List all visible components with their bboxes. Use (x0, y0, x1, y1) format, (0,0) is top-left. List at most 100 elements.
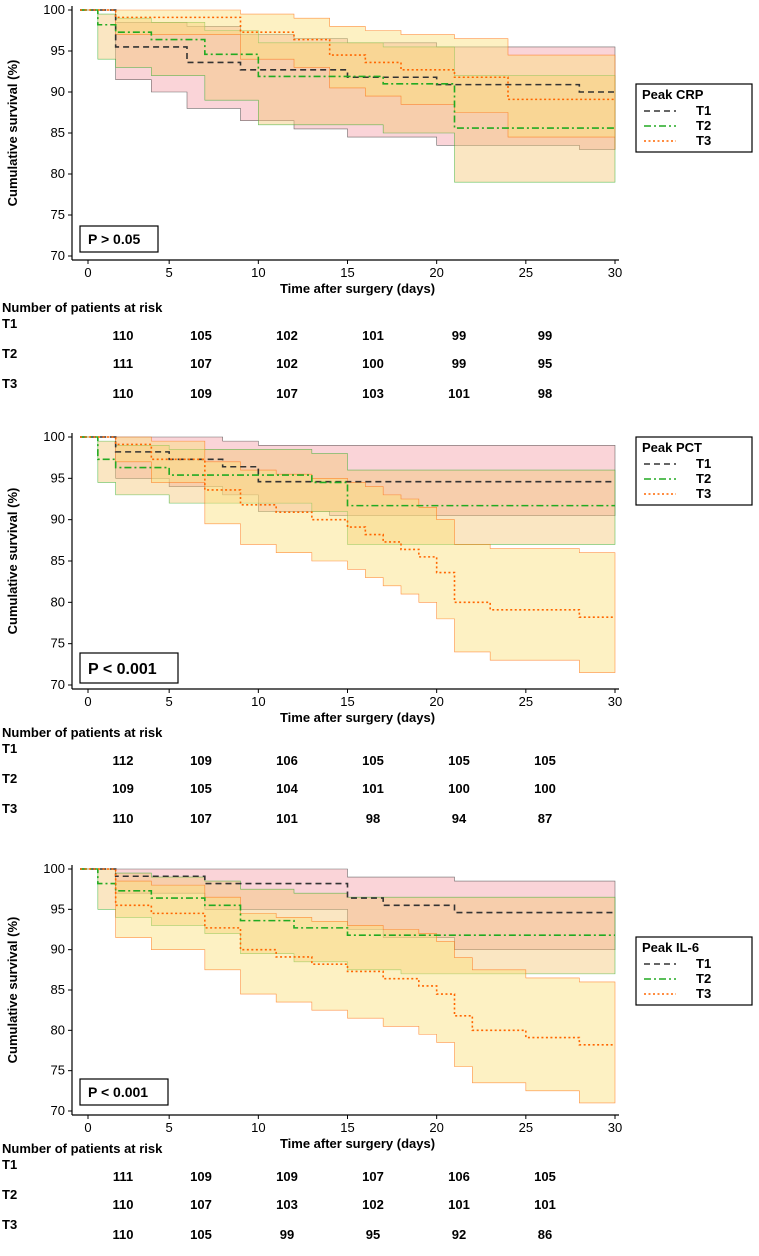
risk-count: 101 (534, 1197, 556, 1212)
x-tick-label: 15 (340, 265, 354, 280)
risk-count: 103 (362, 386, 384, 401)
survival-line-t3 (80, 436, 615, 619)
ci-band-t3 (80, 868, 616, 1104)
risk-group-label: T1 (2, 1157, 18, 1172)
x-tick-label: 0 (84, 694, 91, 709)
legend-box (635, 83, 753, 153)
survival-line-t2 (80, 9, 615, 129)
risk-count: 110 (112, 328, 134, 343)
risk-count: 92 (451, 1227, 467, 1242)
km-chart-pct: 70 75 80 85 90 95 100 0 5 10 15 20 25 30 Time after su… (5, 429, 753, 725)
risk-count: 105 (362, 753, 384, 768)
y-tick-label: 90 (51, 512, 65, 527)
risk-count: 100 (362, 356, 384, 371)
x-tick-label: 30 (608, 694, 622, 709)
ci-band-t1 (80, 9, 616, 150)
x-axis-title: Time after surgery (days) (280, 1136, 435, 1151)
km-chart-crp: 70 75 80 85 90 95 100 0 5 10 15 20 25 30 Time after su… (5, 2, 753, 296)
km-panel-pct: 70 75 80 85 90 95 100 0 5 10 15 20 25 30 Time after su… (0, 425, 759, 840)
y-tick-label: 70 (51, 1103, 65, 1118)
risk-count: 109 (112, 781, 134, 796)
risk-table-header: Number of patients at risk (2, 725, 163, 740)
risk-count: 105 (448, 753, 470, 768)
risk-count: 101 (362, 781, 384, 796)
legend-box (635, 436, 753, 506)
risk-count: 98 (537, 386, 553, 401)
risk-count: 106 (448, 1169, 470, 1184)
survival-line-t1 (80, 868, 615, 914)
km-panel-il6: 70 75 80 85 90 95 100 0 5 10 15 20 25 30 Time after su… (0, 857, 759, 1256)
legend-label-t3: T3 (696, 133, 711, 148)
survival-line-t3 (80, 868, 615, 1046)
risk-count: 95 (365, 1227, 381, 1242)
risk-count: 94 (451, 811, 467, 826)
p-value-text: P < 0.001 (88, 1084, 148, 1100)
risk-count: 105 (190, 1227, 212, 1242)
p-value-box (79, 652, 179, 684)
risk-group-label: T1 (2, 741, 18, 756)
risk-count: 111 (112, 1169, 134, 1184)
legend-label-t2: T2 (696, 118, 711, 133)
y-tick-label: 100 (43, 429, 65, 444)
x-tick-label: 15 (340, 1120, 354, 1135)
risk-count: 110 (112, 811, 134, 826)
risk-count: 100 (534, 781, 556, 796)
risk-count: 106 (276, 753, 298, 768)
x-axis-title: Time after surgery (days) (280, 281, 435, 296)
p-value-box (79, 1078, 169, 1106)
risk-count: 107 (362, 1169, 384, 1184)
risk-count: 101 (276, 811, 298, 826)
y-tick-label: 85 (51, 553, 65, 568)
risk-count: 107 (276, 386, 298, 401)
risk-count: 101 (448, 386, 470, 401)
km-panel-crp: 70 75 80 85 90 95 100 0 5 10 15 20 25 30 Time after su… (0, 0, 759, 420)
x-tick-label: 10 (251, 1120, 265, 1135)
risk-count: 104 (276, 781, 298, 796)
y-tick-label: 70 (51, 677, 65, 692)
x-tick-label: 0 (84, 265, 91, 280)
p-value-text: P > 0.05 (88, 231, 141, 247)
risk-group-label: T2 (2, 771, 18, 786)
y-tick-label: 80 (51, 166, 65, 181)
y-tick-label: 70 (51, 248, 65, 263)
y-tick-label: 75 (51, 636, 65, 651)
x-tick-label: 5 (166, 694, 173, 709)
x-tick-label: 30 (608, 265, 622, 280)
y-tick-label: 80 (51, 594, 65, 609)
legend-title: Peak CRP (642, 87, 704, 102)
risk-count: 109 (190, 753, 212, 768)
y-tick-label: 100 (43, 861, 65, 876)
risk-count: 109 (190, 1169, 212, 1184)
legend-label-t2: T2 (696, 471, 711, 486)
risk-count: 87 (537, 811, 553, 826)
legend-label-t1: T1 (696, 103, 711, 118)
y-axis-title: Cumulative survival (%) (5, 488, 20, 635)
y-tick-label: 95 (51, 470, 65, 485)
risk-count: 99 (451, 328, 467, 343)
risk-count: 105 (534, 753, 556, 768)
x-tick-label: 20 (429, 265, 443, 280)
legend-label-t1: T1 (696, 456, 711, 471)
risk-count: 110 (112, 1227, 134, 1242)
risk-count: 105 (534, 1169, 556, 1184)
x-tick-label: 25 (519, 1120, 533, 1135)
y-axis-title: Cumulative survival (%) (5, 917, 20, 1064)
y-tick-label: 95 (51, 43, 65, 58)
km-chart-il6: 70 75 80 85 90 95 100 0 5 10 15 20 25 30 Time after su… (5, 861, 753, 1151)
risk-count: 99 (279, 1227, 295, 1242)
risk-count: 99 (451, 356, 467, 371)
risk-count: 105 (190, 781, 212, 796)
risk-table-crp: Number of patients at risk T1 110 105 102 101… (0, 300, 759, 410)
x-tick-label: 10 (251, 265, 265, 280)
risk-count: 109 (190, 386, 212, 401)
legend-label-t3: T3 (696, 486, 711, 501)
survival-line-t2 (80, 436, 615, 507)
risk-table-header: Number of patients at risk (2, 1141, 163, 1156)
x-tick-label: 15 (340, 694, 354, 709)
risk-count: 110 (112, 386, 134, 401)
risk-group-label: T2 (2, 1187, 18, 1202)
legend-title: Peak IL-6 (642, 940, 699, 955)
risk-count: 107 (190, 356, 212, 371)
